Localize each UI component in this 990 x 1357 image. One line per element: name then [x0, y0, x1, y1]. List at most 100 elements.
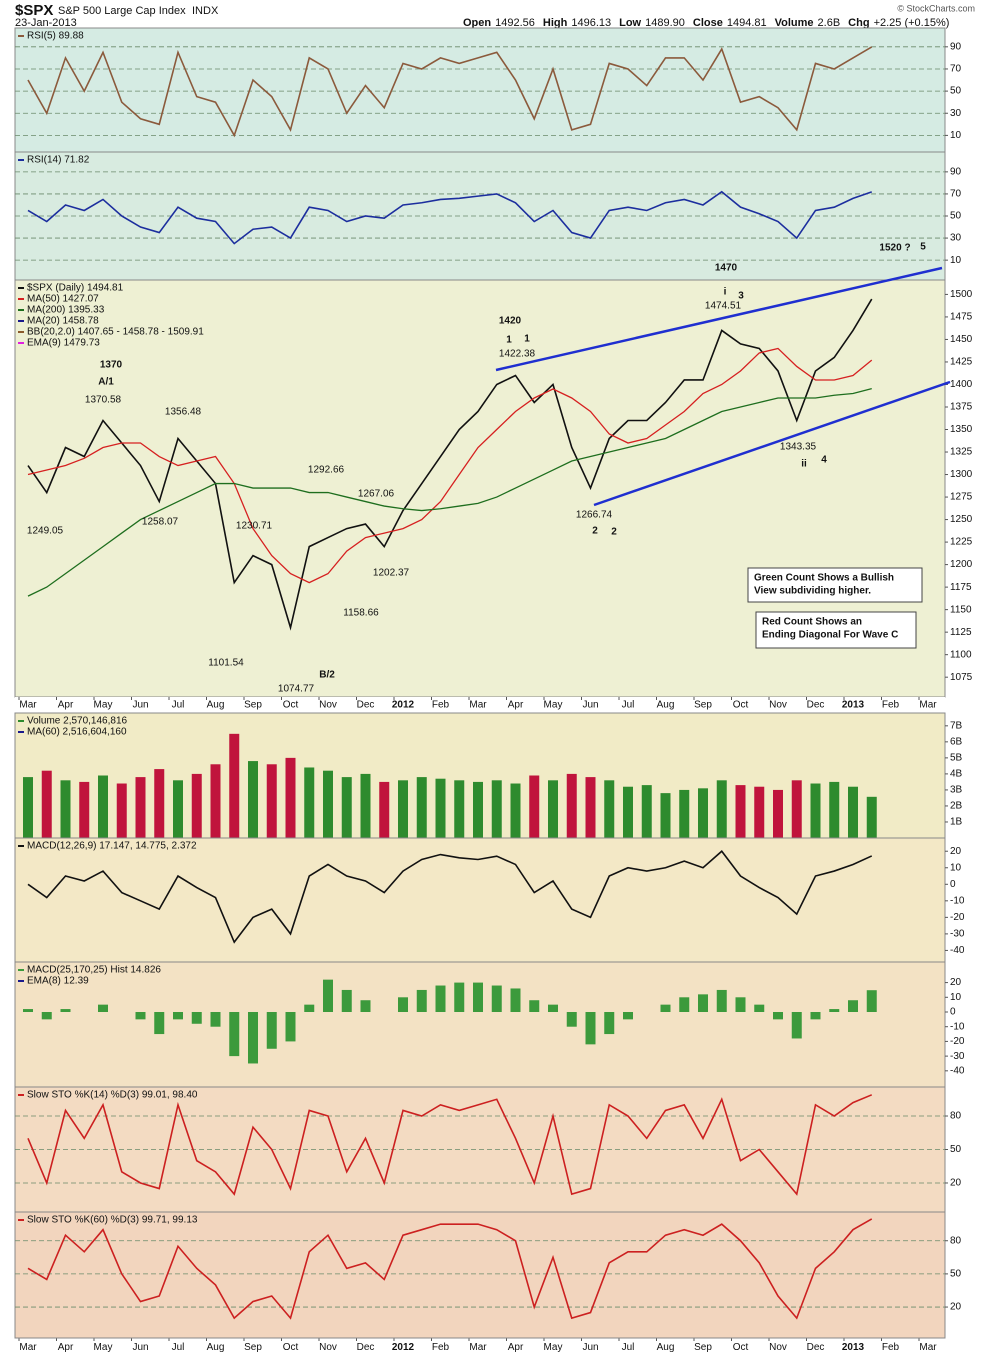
x-tick-label: May: [94, 1342, 113, 1353]
y-tick-label: 4B: [950, 769, 963, 780]
x-tick-label: Aug: [657, 700, 675, 711]
legend-label: EMA(9) 1479.73: [27, 338, 100, 349]
y-tick-label: 6B: [950, 736, 963, 747]
bar: [716, 989, 727, 1012]
x-tick-label: Jul: [172, 1342, 185, 1353]
legend-label: MACD(12,26,9) 17.147, 14.775, 2.372: [27, 841, 197, 852]
quote-label: Low: [619, 17, 641, 29]
quote-label: Open: [463, 17, 491, 29]
y-tick-label: 10: [950, 862, 962, 873]
bar: [248, 1012, 258, 1064]
bar: [510, 783, 521, 838]
series-line: [27, 1218, 873, 1320]
y-tick-label: 70: [950, 189, 962, 200]
annotation: 1474.51: [705, 301, 742, 312]
annotation: 1158.66: [343, 608, 379, 619]
y-tick-label: 1375: [950, 402, 973, 413]
bar: [454, 982, 465, 1012]
y-tick-label: 50: [950, 86, 962, 97]
x-tick-label: Dec: [357, 1342, 375, 1353]
bar: [585, 1012, 596, 1045]
bar: [791, 1012, 802, 1039]
note-text: Ending Diagonal For Wave C: [762, 630, 898, 641]
y-tick-label: 1400: [950, 379, 973, 390]
note-box: [755, 611, 917, 649]
bar: [416, 989, 427, 1012]
x-tick-label: Feb: [882, 700, 900, 711]
bar: [323, 979, 333, 1012]
annotation: 2: [611, 527, 617, 538]
y-tick-label: -30: [950, 929, 965, 940]
panel-background: [14, 1211, 946, 1339]
bar: [566, 1012, 577, 1027]
bar: [716, 780, 727, 838]
bar: [285, 757, 296, 838]
bar: [210, 1012, 221, 1027]
bar: [660, 1004, 671, 1012]
note-text: Red Count Shows an: [762, 617, 862, 628]
trend-line: [593, 380, 951, 507]
bar: [398, 997, 408, 1012]
bar: [266, 764, 277, 838]
quote-label: Chg: [848, 17, 869, 29]
y-tick-label: -30: [950, 1051, 965, 1062]
bar: [154, 769, 165, 838]
y-tick-label: -40: [950, 1065, 965, 1076]
y-tick-label: 30: [950, 108, 962, 119]
annotation: 1: [524, 334, 530, 345]
legend-swatch: [18, 159, 24, 161]
x-tick-label: Oct: [733, 700, 749, 711]
bar: [604, 780, 615, 838]
annotation: 4: [821, 455, 827, 466]
annotation: 1343.35: [780, 442, 817, 453]
x-tick-label: Oct: [733, 1342, 749, 1353]
x-tick-label: Sep: [244, 1342, 262, 1353]
bar: [866, 990, 877, 1012]
y-tick-label: 10: [950, 130, 962, 141]
bar: [435, 778, 446, 838]
y-tick-label: 30: [950, 233, 962, 244]
x-tick-label: Sep: [244, 700, 262, 711]
bar: [154, 1012, 165, 1035]
y-tick-label: 80: [950, 1235, 962, 1246]
legend-swatch: [18, 980, 24, 982]
bar: [79, 781, 90, 838]
x-tick-label: Oct: [283, 700, 299, 711]
x-tick-label: Jul: [622, 1342, 635, 1353]
note-text: View subdividing higher.: [754, 586, 871, 597]
x-tick-label: 2013: [842, 1342, 865, 1353]
bar: [435, 985, 446, 1012]
y-tick-label: 3B: [950, 785, 963, 796]
bar: [810, 1012, 821, 1020]
x-tick-label: Apr: [58, 1342, 74, 1353]
date: 23-Jan-2013: [15, 17, 77, 29]
bar: [416, 777, 427, 838]
bar: [285, 1012, 296, 1042]
bar: [135, 1012, 146, 1020]
trend-line: [495, 266, 943, 372]
legend-swatch: [18, 1094, 24, 1096]
y-tick-label: -20: [950, 912, 965, 923]
y-tick-label: 90: [950, 167, 962, 178]
y-tick-label: 50: [950, 1144, 962, 1155]
x-tick-label: Mar: [469, 700, 487, 711]
bar: [473, 982, 483, 1012]
bar: [135, 777, 146, 838]
annotation: 1230.71: [236, 521, 273, 532]
x-tick-label: 2012: [392, 700, 415, 711]
y-tick-label: 1300: [950, 469, 973, 480]
bar: [379, 781, 390, 838]
y-tick-label: 20: [950, 846, 962, 857]
bar: [566, 773, 577, 838]
quote-value: 1492.56: [495, 17, 535, 29]
series-line: [27, 46, 873, 138]
legend-swatch: [18, 309, 24, 311]
x-tick-label: Dec: [357, 700, 375, 711]
legend-label: MA(200) 1395.33: [27, 305, 105, 316]
y-tick-label: 1200: [950, 559, 973, 570]
x-tick-label: Feb: [882, 1342, 900, 1353]
legend-label: MACD(25,170,25) Hist 14.826: [27, 965, 161, 976]
x-tick-label: Jun: [132, 1342, 148, 1353]
bar: [41, 1012, 52, 1020]
bar: [23, 1009, 33, 1012]
